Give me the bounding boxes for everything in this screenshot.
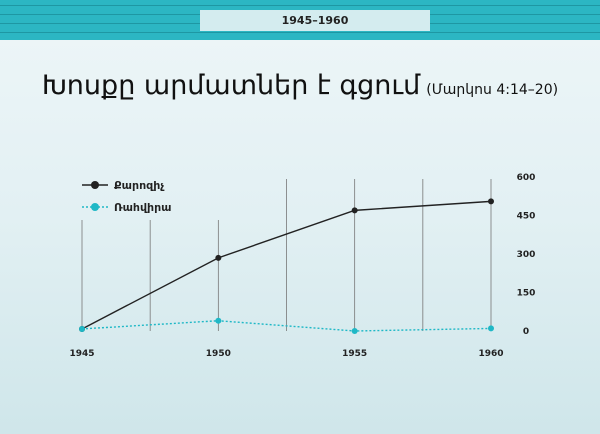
legend-marker-series-2 (91, 203, 99, 211)
y-tick-label: 150 (517, 289, 536, 299)
x-tick-label: 1950 (206, 349, 231, 359)
y-tick-label: 600 (517, 173, 536, 183)
data-point-series-2 (79, 325, 85, 332)
legend-marker-series-1 (91, 181, 99, 189)
legend-label-series-2: Ռահվիրա (114, 201, 172, 214)
data-point-series-1 (488, 198, 494, 205)
series-line-2 (81, 320, 492, 332)
series-line-1 (81, 200, 492, 330)
legend-label-series-1: Քարոզիչ (114, 179, 165, 192)
title-main: Խոսքը արմատներ է գցում (41, 70, 421, 101)
data-point-series-2 (488, 325, 494, 332)
legend: Քարոզիչ Ռահվիրա (82, 179, 172, 214)
data-point-series-1 (351, 207, 358, 214)
x-tick-label: 1955 (342, 349, 367, 359)
data-point-series-1 (215, 254, 222, 261)
y-tick-label: 0 (523, 327, 529, 337)
period-label: 1945–1960 (200, 10, 430, 31)
y-tick-label: 300 (517, 250, 536, 260)
x-tick-label: 1945 (69, 349, 94, 359)
x-tick-label: 1960 (478, 349, 503, 359)
data-point-series-2 (215, 317, 222, 324)
slide-title: Խոսքը արմատներ է գցում (Մարկոս 4:14–20) (0, 70, 600, 101)
data-point-series-2 (351, 328, 358, 334)
y-tick-label: 450 (517, 212, 536, 222)
title-reference: (Մարկոս 4:14–20) (426, 82, 559, 98)
